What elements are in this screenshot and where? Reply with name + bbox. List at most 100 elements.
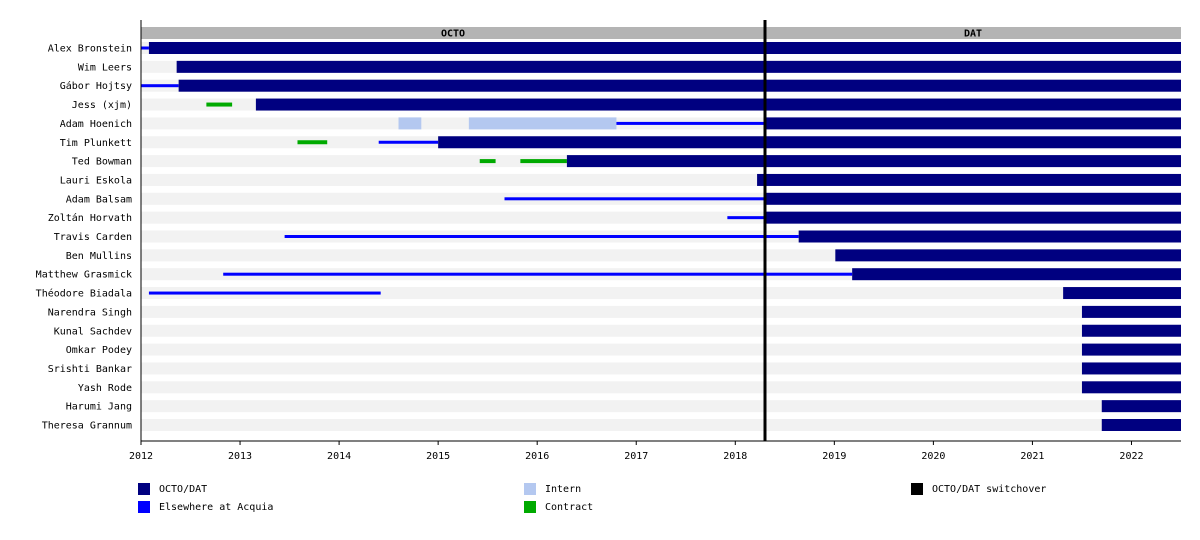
legend-item-switchover: OCTO/DAT switchover (911, 482, 1046, 496)
legend-swatch-octo-dat (138, 483, 150, 495)
segment-octo-dat-ted-bowman-2 (566, 155, 1181, 168)
x-tick-label-2019: 2019 (822, 451, 846, 462)
row-labels: Alex Bronstein Wim Leers Gábor Hojtsy Jess … (36, 44, 132, 432)
segment-elsewhere-adam-balsam-0 (504, 197, 765, 201)
row-band-omkar-podey (141, 343, 1181, 356)
legend-item-octo-dat: OCTO/DAT (138, 482, 207, 496)
segment-octo-dat-kunal-sachdev-0 (1081, 324, 1181, 337)
segment-elsewhere-zolt-n-horvath-0 (727, 216, 765, 220)
period-band-dat (765, 27, 1181, 39)
legend-item-intern: Intern (524, 482, 581, 496)
segment-intern-adam-hoenich-0 (398, 117, 422, 130)
segment-octo-dat-alex-bronstein-1 (148, 42, 1181, 54)
x-tick-label-2013: 2013 (228, 451, 252, 462)
row-band-kunal-sachdev (141, 324, 1181, 337)
segment-octo-dat-jess-xjm-1 (255, 98, 1181, 111)
segment-elsewhere-g-bor-hojtsy-0 (141, 84, 179, 88)
segment-octo-dat-omkar-podey-0 (1081, 343, 1181, 356)
row-label-harumi-jang: Harumi Jang (66, 402, 132, 413)
row-label-adam-balsam: Adam Balsam (66, 194, 132, 205)
row-band-harumi-jang (141, 400, 1181, 413)
row-label-lauri-eskola: Lauri Eskola (60, 175, 132, 186)
segment-contract-ted-bowman-0 (479, 159, 496, 164)
row-label-wim-leers: Wim Leers (78, 62, 132, 73)
legend-label-octo-dat: OCTO/DAT (159, 483, 208, 495)
row-band-th-odore-biadala (141, 287, 1181, 300)
segments (141, 42, 1182, 431)
x-tick-label-2015: 2015 (426, 451, 450, 462)
segment-octo-dat-yash-rode-0 (1081, 381, 1181, 394)
row-label-zolt-n-horvath: Zoltán Horvath (48, 212, 132, 224)
segment-octo-dat-travis-carden-1 (798, 230, 1181, 243)
legend-swatch-intern (524, 483, 536, 495)
segment-octo-dat-tim-plunkett-2 (438, 136, 1182, 149)
row-band-yash-rode (141, 381, 1181, 394)
row-band-theresa-grannum (141, 419, 1181, 431)
row-label-g-bor-hojtsy: Gábor Hojtsy (60, 80, 132, 92)
legend-swatch-elsewhere (138, 501, 150, 513)
row-label-theresa-grannum: Theresa Grannum (42, 421, 132, 432)
row-label-jess-xjm: Jess (xjm) (72, 100, 132, 111)
row-label-matthew-grasmick: Matthew Grasmick (36, 270, 132, 281)
segment-octo-dat-lauri-eskola-0 (757, 173, 1181, 186)
segment-contract-tim-plunkett-0 (297, 140, 328, 145)
row-label-ted-bowman: Ted Bowman (72, 157, 132, 168)
segment-octo-dat-g-bor-hojtsy-1 (178, 79, 1182, 92)
x-tick-label-2014: 2014 (327, 451, 351, 462)
segment-elsewhere-matthew-grasmick-0 (223, 272, 853, 276)
segment-elsewhere-travis-carden-0 (284, 235, 799, 238)
row-label-tim-plunkett: Tim Plunkett (60, 138, 132, 149)
row-label-ben-mullins: Ben Mullins (66, 251, 132, 262)
row-label-omkar-podey: Omkar Podey (66, 345, 132, 356)
segment-contract-ted-bowman-1 (520, 159, 567, 164)
timeline-chart: OCTO DAT 2012 2013 2014 2015 2016 2017 2018 2019… (36, 20, 1182, 462)
segment-octo-dat-srishti-bankar-0 (1081, 362, 1181, 375)
segment-octo-dat-adam-balsam-1 (765, 192, 1181, 205)
x-tick-label-2020: 2020 (921, 451, 945, 462)
legend-label-switchover: OCTO/DAT switchover (932, 483, 1047, 495)
x-tick-label-2012: 2012 (129, 451, 153, 462)
segment-intern-adam-hoenich-1 (468, 117, 617, 130)
row-band-srishti-bankar (141, 362, 1181, 375)
row-label-srishti-bankar: Srishti Bankar (48, 364, 132, 375)
segment-octo-dat-theresa-grannum-0 (1101, 419, 1181, 431)
segment-octo-dat-zolt-n-horvath-1 (765, 211, 1181, 224)
row-band-narendra-singh (141, 305, 1181, 318)
row-label-kunal-sachdev: Kunal Sachdev (54, 326, 132, 337)
segment-elsewhere-adam-hoenich-2 (616, 121, 765, 125)
legend-swatch-contract (524, 501, 536, 513)
segment-octo-dat-adam-hoenich-3 (765, 117, 1181, 130)
x-tick-label-2016: 2016 (525, 451, 549, 462)
x-tick-label-2021: 2021 (1020, 451, 1044, 462)
segment-octo-dat-th-odore-biadala-1 (1063, 287, 1181, 300)
legend-label-contract: Contract (545, 501, 594, 513)
row-label-travis-carden: Travis Carden (54, 232, 132, 243)
legend-label-elsewhere: Elsewhere at Acquia (159, 501, 274, 513)
period-band-octo (141, 27, 765, 39)
segment-octo-dat-matthew-grasmick-1 (852, 268, 1181, 281)
segment-octo-dat-ben-mullins-0 (835, 249, 1181, 262)
period-label-dat: DAT (964, 29, 982, 40)
segment-elsewhere-tim-plunkett-1 (378, 140, 439, 144)
x-tick-label-2017: 2017 (624, 451, 648, 462)
legend-item-contract: Contract (524, 500, 593, 514)
segment-elsewhere-alex-bronstein-0 (141, 46, 149, 50)
legend: OCTO/DAT Elsewhere at Acquia Intern Cont… (0, 482, 1200, 522)
row-label-alex-bronstein: Alex Bronstein (48, 44, 132, 55)
x-axis: 2012 2013 2014 2015 2016 2017 2018 2019 2020 2021… (129, 20, 1181, 462)
x-tick-label-2018: 2018 (723, 451, 747, 462)
segment-octo-dat-wim-leers-0 (176, 60, 1181, 73)
row-label-adam-hoenich: Adam Hoenich (60, 119, 132, 130)
row-label-narendra-singh: Narendra Singh (48, 307, 132, 318)
segment-octo-dat-narendra-singh-0 (1081, 305, 1181, 318)
legend-swatch-switchover (911, 483, 923, 495)
period-label-octo: OCTO (441, 29, 465, 40)
x-tick-label-2022: 2022 (1119, 451, 1143, 462)
segment-octo-dat-harumi-jang-0 (1101, 400, 1181, 413)
row-label-th-odore-biadala: Théodore Biadala (36, 288, 132, 300)
period-bands: OCTO DAT (141, 27, 1181, 40)
segment-elsewhere-th-odore-biadala-0 (148, 291, 381, 295)
legend-label-intern: Intern (545, 483, 582, 495)
row-label-yash-rode: Yash Rode (78, 383, 132, 394)
legend-item-elsewhere: Elsewhere at Acquia (138, 500, 273, 514)
